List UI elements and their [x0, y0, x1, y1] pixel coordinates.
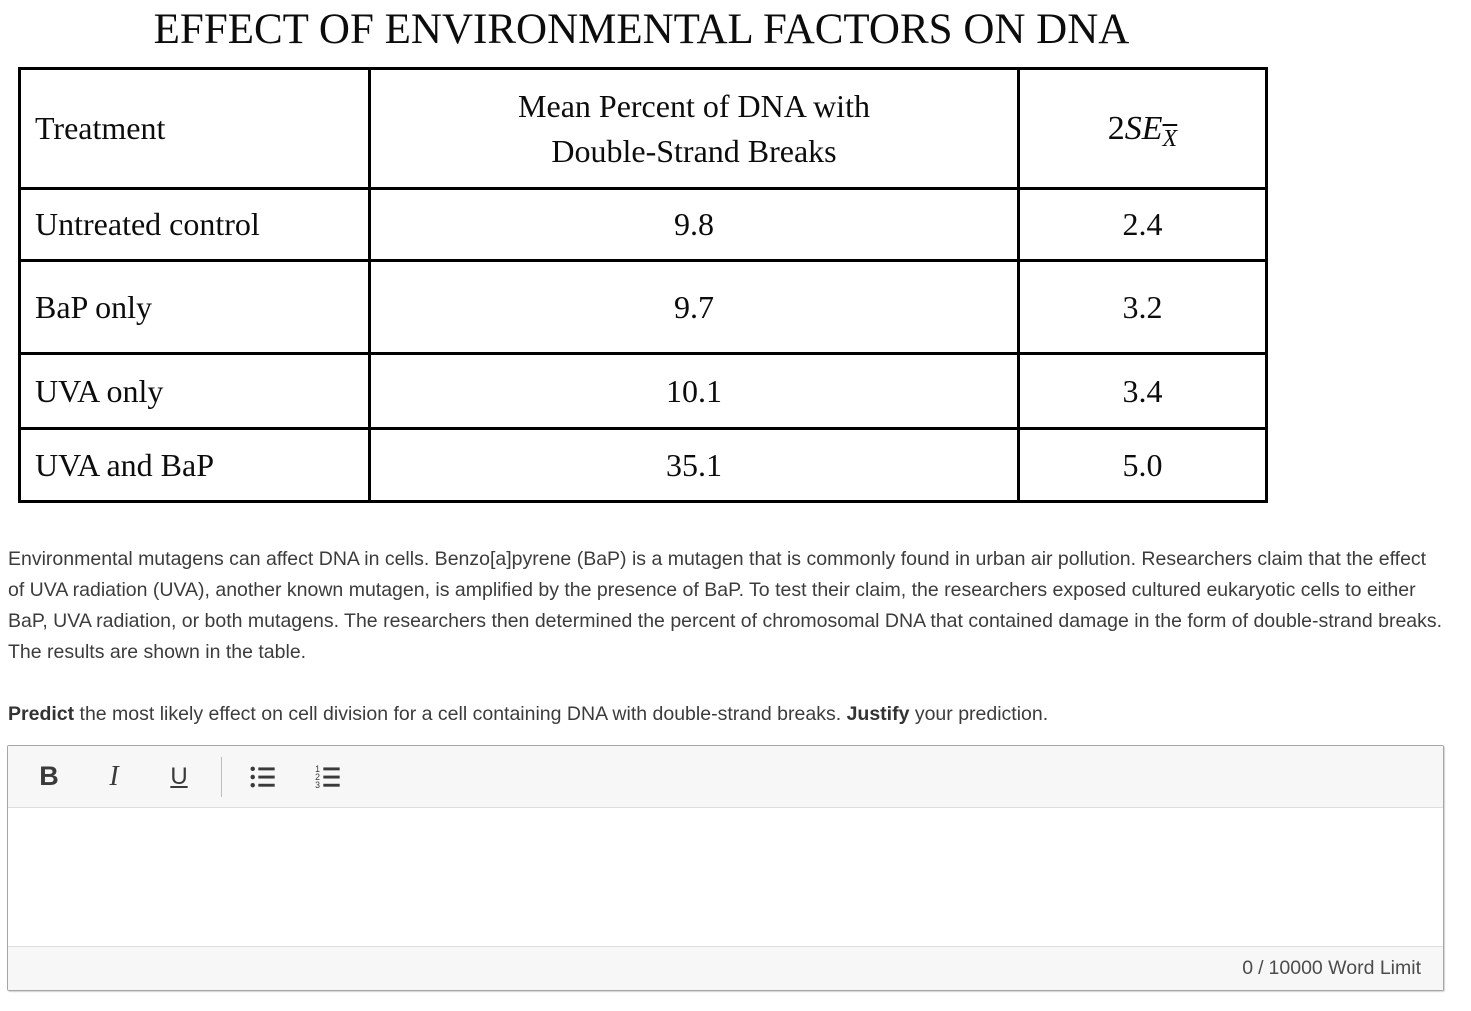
italic-button[interactable]: I — [89, 754, 139, 800]
se-symbol: SE — [1124, 109, 1163, 147]
bullet-list-button[interactable] — [238, 754, 288, 800]
word-limit-label: 10000 Word Limit — [1268, 957, 1421, 979]
treatment-cell: UVA and BaP — [18, 427, 371, 503]
se-cell: 2.4 — [1017, 187, 1268, 262]
toolbar-divider — [221, 756, 222, 797]
svg-text:1: 1 — [315, 763, 320, 773]
rich-text-editor: B I U 1 2 3 — [7, 745, 1444, 991]
mean-cell: 10.1 — [368, 352, 1020, 430]
mean-cell: 9.7 — [368, 259, 1020, 355]
numbered-list-button[interactable]: 1 2 3 — [303, 754, 353, 800]
svg-text:2: 2 — [315, 772, 320, 782]
prompt-text-2: your prediction. — [909, 703, 1049, 725]
prompt-bold-predict: Predict — [8, 703, 75, 725]
treatment-cell: Untreated control — [18, 187, 371, 262]
editor-footer: 0 / 10000 Word Limit — [8, 946, 1443, 990]
table-row: UVA only 10.1 3.4 — [18, 352, 1268, 430]
mean-cell: 9.8 — [368, 187, 1020, 262]
treatment-cell: BaP only — [18, 259, 371, 355]
table-row: UVA and BaP 35.1 5.0 — [18, 427, 1268, 503]
word-count-separator: / — [1258, 957, 1264, 979]
answer-text-area[interactable] — [8, 808, 1443, 946]
prompt-bold-justify: Justify — [846, 703, 910, 725]
results-table: Treatment Mean Percent of DNA with Doubl… — [18, 67, 1268, 503]
col-header-2se: 2SEX — [1017, 67, 1268, 190]
mean-cell: 35.1 — [368, 427, 1020, 503]
word-count: 0 — [1242, 957, 1254, 979]
treatment-cell: UVA only — [18, 352, 371, 430]
table-header-row: Treatment Mean Percent of DNA with Doubl… — [18, 67, 1268, 190]
editor-toolbar: B I U 1 2 3 — [8, 746, 1443, 808]
mean-header-line1: Mean Percent of DNA with — [518, 87, 870, 124]
table-row: BaP only 9.7 3.2 — [18, 259, 1268, 355]
table-row: Untreated control 9.8 2.4 — [18, 187, 1268, 262]
col-header-treatment: Treatment — [18, 67, 371, 190]
underline-button[interactable]: U — [154, 754, 204, 800]
page-title: EFFECT OF ENVIRONMENTAL FACTORS ON DNA — [153, 6, 1130, 53]
numbered-list-icon: 1 2 3 — [314, 763, 342, 791]
question-prompt: Predict the most likely effect on cell d… — [8, 699, 1445, 730]
se-coefficient: 2 — [1107, 109, 1125, 147]
bold-button[interactable]: B — [24, 754, 74, 800]
se-cell: 3.2 — [1017, 259, 1268, 355]
bullet-list-icon — [249, 763, 277, 791]
se-cell: 5.0 — [1017, 427, 1268, 503]
scenario-description: Environmental mutagens can affect DNA in… — [8, 548, 1443, 663]
col-header-mean-percent: Mean Percent of DNA with Double-Strand B… — [368, 67, 1020, 190]
svg-text:3: 3 — [315, 780, 320, 790]
prompt-text-1: the most likely effect on cell division … — [74, 703, 847, 725]
se-cell: 3.4 — [1017, 352, 1268, 430]
mean-header-line2: Double-Strand Breaks — [551, 132, 837, 169]
